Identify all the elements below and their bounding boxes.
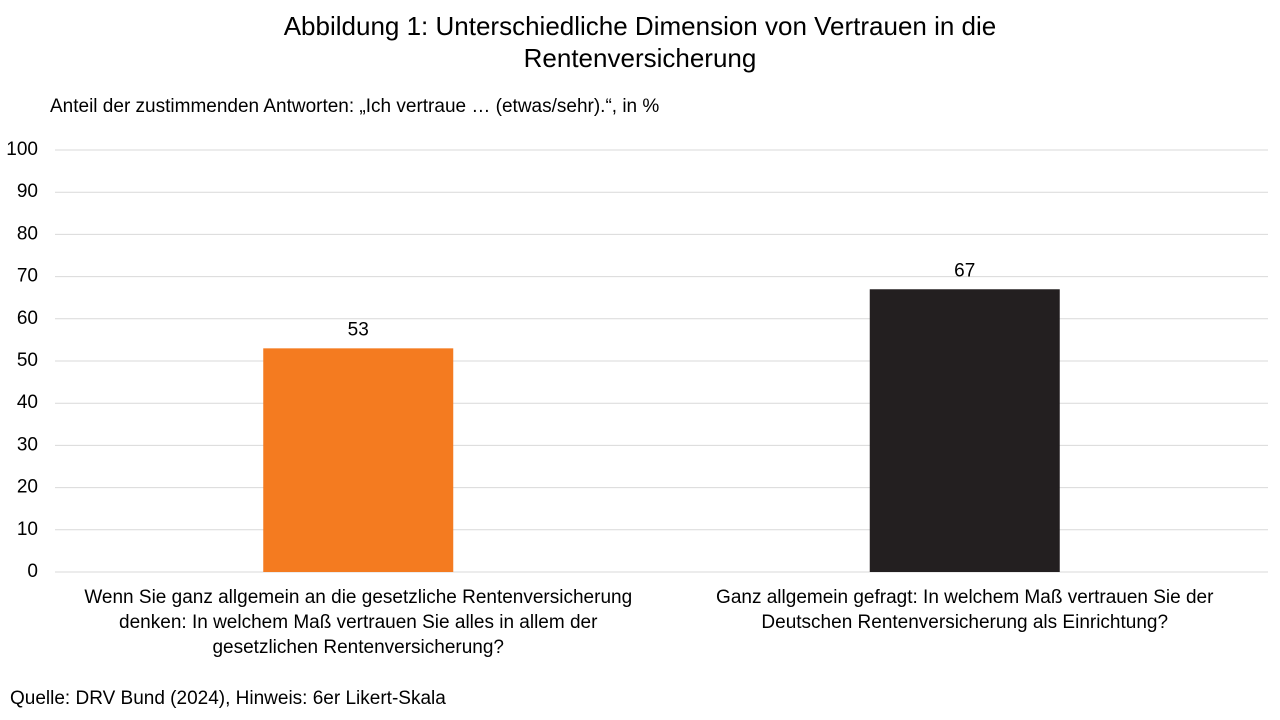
y-tick-label: 40: [17, 392, 38, 413]
y-tick-label: 60: [17, 308, 38, 329]
y-tick-label: 50: [17, 350, 38, 371]
y-tick-label: 100: [6, 139, 38, 160]
y-tick-label: 30: [17, 434, 38, 455]
bar: [263, 348, 454, 572]
y-tick-label: 0: [27, 561, 38, 582]
x-tick-label: Ganz allgemein gefragt: In welchem Maß v…: [716, 587, 1214, 633]
y-tick-label: 10: [17, 519, 38, 540]
data-label: 67: [954, 260, 975, 281]
data-label: 53: [348, 319, 369, 340]
y-tick-label: 70: [17, 266, 38, 287]
source-note: Quelle: DRV Bund (2024), Hinweis: 6er Li…: [10, 688, 446, 709]
y-tick-label: 20: [17, 477, 38, 498]
chart-subtitle: Anteil der zustimmenden Antworten: „Ich …: [50, 96, 660, 117]
x-tick-label: Wenn Sie ganz allgemein an die gesetzlic…: [84, 587, 633, 658]
y-tick-label: 80: [17, 223, 38, 244]
chart-title: Abbildung 1: Unterschiedliche Dimension …: [283, 11, 997, 73]
y-tick-label: 90: [17, 181, 38, 202]
bar: [869, 289, 1060, 572]
